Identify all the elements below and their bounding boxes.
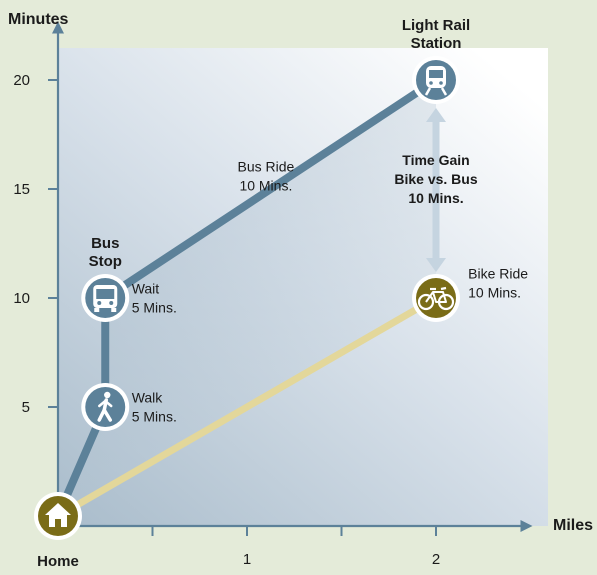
y-axis-arrowhead (52, 21, 64, 34)
train-light-left (429, 81, 433, 85)
time-gain-arrowhead-bottom (426, 258, 446, 272)
bus-icon (93, 285, 118, 312)
walk-annotation-line-1: 5 Mins. (132, 409, 177, 425)
bike-line (54, 294, 440, 520)
time-gain-annotation-line-1: Bike vs. Bus (394, 171, 477, 187)
bus-wheel-left (94, 308, 100, 312)
x-axis-arrowhead (520, 520, 533, 532)
x-axis-label: Miles (553, 517, 593, 534)
bike-marker-disc (416, 278, 456, 318)
house-icon (45, 503, 71, 527)
bus-stop-marker-label-line-0: Bus (91, 235, 119, 252)
bus-line (54, 76, 440, 520)
walker-head (104, 391, 111, 399)
train-window (429, 70, 443, 78)
house-door (55, 519, 61, 527)
walker-arms (98, 399, 113, 408)
gap-area (58, 80, 436, 516)
y-tick-label-0: 5 (22, 399, 30, 416)
wait-annotation-line-1: 5 Mins. (132, 300, 177, 316)
light-rail-marker-label-line-1: Station (411, 35, 462, 52)
bus-wheel-right (111, 308, 117, 312)
bus-windshield (96, 289, 115, 299)
bike-marker (412, 274, 460, 322)
bike-frame (425, 291, 447, 303)
time-gain-annotation-line-0: Time Gain (402, 152, 469, 168)
light-rail-marker (412, 56, 460, 104)
x-tick-label-1: 2 (432, 551, 440, 568)
bus-ride-annotation-line-0: Bus Ride (237, 159, 294, 175)
x-tick-label-0: 1 (243, 551, 251, 568)
walker-leg (102, 408, 112, 422)
walk-annotation-line-0: Walk (132, 390, 164, 406)
bike-ride-annotation-line-1: 10 Mins. (468, 284, 521, 300)
bus-ride-annotation-line-1: 10 Mins. (239, 178, 292, 194)
walk-marker (81, 383, 130, 431)
train-light-right (439, 81, 443, 85)
y-tick-label-1: 10 (13, 290, 30, 307)
y-axis-label: Minutes (8, 11, 69, 28)
bike-ride-annotation-line-0: Bike Ride (468, 265, 528, 281)
wait-annotation-line-0: Wait (132, 281, 160, 297)
house-roof (45, 503, 71, 515)
bus-stop-marker (81, 274, 130, 322)
light-rail-marker-label-line-0: Light Rail (402, 17, 470, 34)
time-gain-arrowhead-top (426, 108, 446, 122)
y-tick-label-3: 20 (13, 72, 30, 89)
y-tick-label-2: 15 (13, 181, 30, 198)
train-rail-right (440, 87, 448, 96)
train-icon (424, 66, 448, 96)
bus-headlight-left (97, 301, 102, 305)
bus-stop-marker-label-line-1: Stop (89, 253, 122, 270)
train-rail-left (424, 87, 432, 96)
home-marker-label-line-0: Home (37, 553, 79, 570)
pedestrian-icon (97, 391, 113, 422)
bike-handlebar (440, 286, 447, 291)
home-marker (34, 492, 82, 540)
time-gain-annotation-line-2: 10 Mins. (408, 190, 463, 206)
bicycle-icon (417, 286, 455, 311)
bike-wheel-rear (417, 293, 435, 311)
bus-headlight-right (109, 301, 114, 305)
